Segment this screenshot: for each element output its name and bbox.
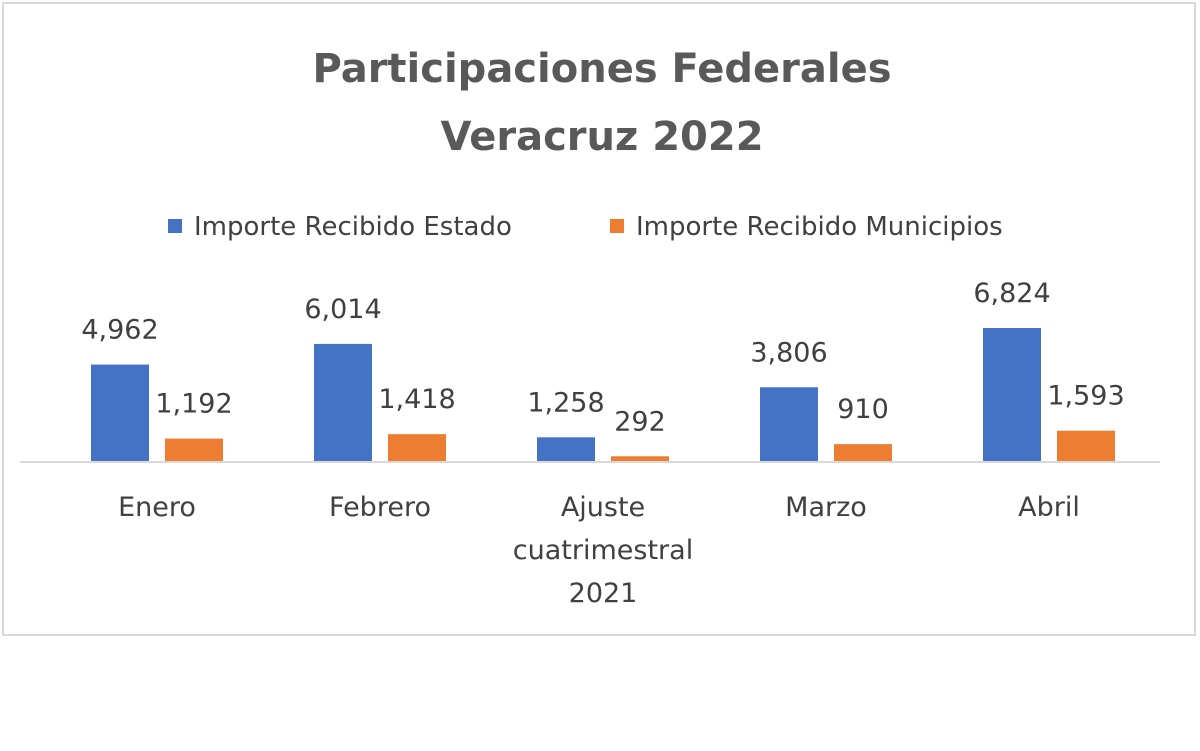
bar xyxy=(611,456,669,462)
chart-title: Participaciones Federales Veracruz 2022 xyxy=(312,46,891,160)
data-labels: 4,962 1,192 6,014 1,418 1,258 292 3,806 910 6,82… xyxy=(81,278,1124,437)
bar xyxy=(1057,430,1115,462)
data-label: 4,962 xyxy=(81,315,158,346)
category-labels: Enero Febrero Ajuste cuatrimestral 2021 Marzo… xyxy=(118,492,1080,609)
legend-label: Importe Recibido Estado xyxy=(194,212,512,242)
legend-swatch xyxy=(168,219,182,233)
bar xyxy=(91,364,149,462)
bar xyxy=(388,434,446,462)
bar xyxy=(760,387,818,462)
bar xyxy=(314,343,372,462)
data-label: 1,593 xyxy=(1047,381,1124,412)
chart-frame: Participaciones Federales Veracruz 2022 I… xyxy=(2,2,1196,636)
bar xyxy=(165,438,223,462)
category-label: Marzo xyxy=(785,492,867,523)
category-label: cuatrimestral xyxy=(513,535,693,566)
data-label: 6,824 xyxy=(973,278,1050,309)
chart: Participaciones Federales Veracruz 2022 I… xyxy=(20,46,1160,609)
data-label: 3,806 xyxy=(750,337,827,368)
data-label: 1,258 xyxy=(527,387,604,418)
bar xyxy=(537,437,595,462)
bar xyxy=(983,328,1041,462)
category-label: Ajuste xyxy=(561,492,645,523)
legend-label: Importe Recibido Municipios xyxy=(636,212,1003,242)
data-label: 1,418 xyxy=(378,384,455,415)
category-label: Enero xyxy=(118,492,196,523)
data-label: 292 xyxy=(614,406,666,437)
chart-title-line: Participaciones Federales xyxy=(312,46,891,92)
bar xyxy=(834,444,892,462)
chart-title-line: Veracruz 2022 xyxy=(440,114,763,160)
category-label: 2021 xyxy=(569,578,638,609)
bars xyxy=(91,328,1115,462)
category-label: Abril xyxy=(1018,492,1080,523)
data-label: 6,014 xyxy=(304,294,381,325)
data-label: 910 xyxy=(837,394,889,425)
legend-swatch xyxy=(610,219,624,233)
data-label: 1,192 xyxy=(155,389,232,420)
category-label: Febrero xyxy=(329,492,431,523)
chart-legend: Importe Recibido Estado Importe Recibido … xyxy=(168,212,1003,242)
